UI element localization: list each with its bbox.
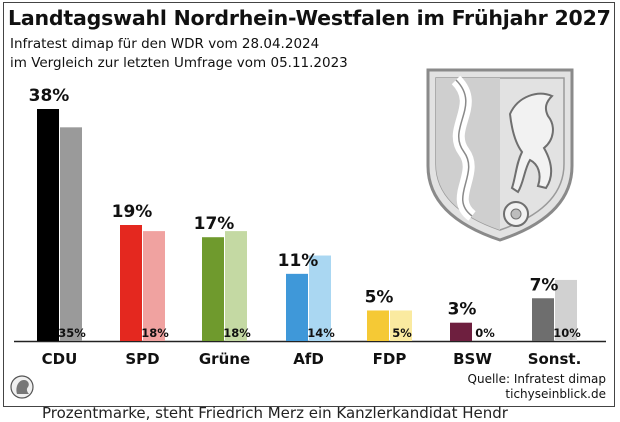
nrw-coat-of-arms-icon (426, 68, 574, 242)
bar-current-FDP (367, 310, 389, 341)
data-label-previous: 10% (553, 326, 581, 340)
data-label-current: 7% (530, 275, 559, 295)
bar-previous-AfD (309, 255, 331, 341)
publisher-logo-icon (10, 375, 34, 399)
bar-current-CDU (37, 109, 59, 341)
data-label-current: 5% (365, 287, 394, 307)
bar-current-BSW (450, 322, 472, 341)
data-label-previous: 0% (475, 326, 495, 340)
chart-title: Landtagswahl Nordrhein-Westfalen im Früh… (8, 6, 611, 30)
source-line: Quelle: Infratest dimap (467, 372, 606, 386)
data-label-current: 19% (112, 202, 153, 222)
bar-previous-CDU (60, 127, 82, 341)
bar-previous-Sonst. (555, 279, 577, 341)
category-label: SPD (125, 350, 159, 368)
bar-previous-SPD (143, 231, 165, 341)
publisher-line: tichyseinblick.de (505, 387, 606, 401)
bar-current-AfD (286, 273, 308, 341)
cut-off-article-text: Prozentmarke, steht Friedrich Merz ein K… (42, 404, 508, 422)
data-label-previous: 18% (141, 326, 169, 340)
bar-current-Sonst. (532, 298, 554, 341)
bar-previous-FDP (390, 310, 412, 341)
data-label-current: 11% (278, 251, 319, 271)
data-label-current: 3% (448, 300, 477, 320)
bar-previous-Grüne (225, 231, 247, 341)
data-label-previous: 35% (58, 326, 86, 340)
data-label-current: 38% (29, 86, 70, 106)
category-label: FDP (373, 350, 407, 368)
chart-subtitle-comparison: im Vergleich zur letzten Umfrage vom 05.… (10, 55, 348, 71)
category-label: AfD (293, 350, 324, 368)
data-label-previous: 18% (223, 326, 251, 340)
category-label: CDU (42, 350, 78, 368)
bar-current-SPD (120, 225, 142, 341)
source-note: Quelle: Infratest dimap tichyseinblick.d… (468, 372, 606, 402)
category-label: BSW (453, 350, 492, 368)
bar-current-Grüne (202, 237, 224, 341)
category-label: Grüne (199, 350, 250, 368)
data-label-previous: 14% (307, 326, 335, 340)
category-label: Sonst. (528, 350, 582, 368)
data-label-current: 17% (194, 214, 235, 234)
chart-subtitle-current: Infratest dimap für den WDR vom 28.04.20… (10, 36, 320, 52)
data-label-previous: 5% (392, 326, 412, 340)
